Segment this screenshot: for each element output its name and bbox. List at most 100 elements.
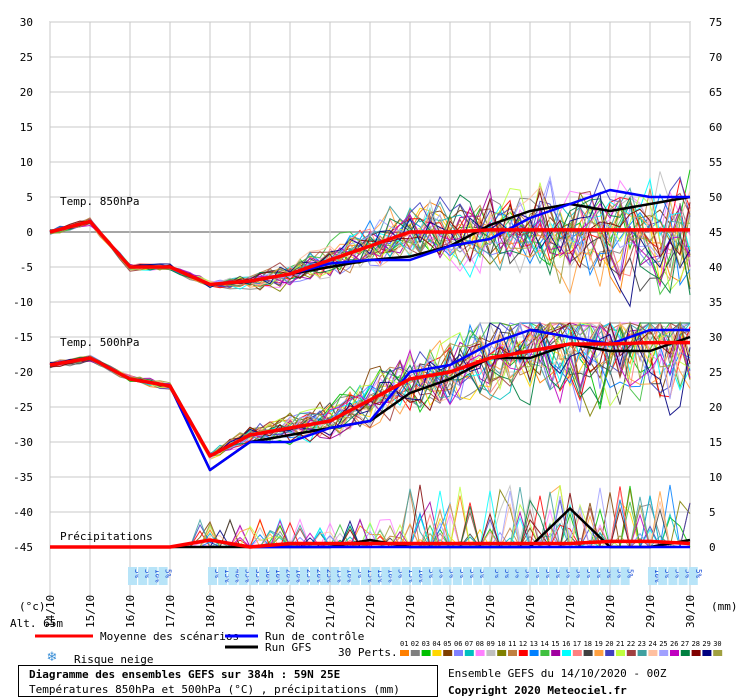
snow-risk-cell [310,567,319,585]
member-line-t500 [49,321,691,457]
snow-risk-value: 5% [448,569,457,579]
snow-risk-cell [678,567,688,585]
snow-risk-cell [320,567,330,585]
footer-subtitle: Températures 850hPa et 500hPa (°C) , pré… [29,683,400,696]
snow-risk-value: 5% [478,569,487,579]
snow-risk-cell [208,567,217,585]
right-tick-label: 5 [709,506,716,519]
snow-risk-cell [503,567,513,585]
date-tick-label: 23/10 [404,595,417,628]
legend-label-snow: Risque neige [74,653,153,666]
snow-risk-value: 5% [554,569,563,579]
perturbation-swatch [464,650,474,656]
series-line [49,219,690,287]
perturbation-swatch [626,650,636,656]
snow-risk-value: 5% [164,569,173,579]
perturbation-swatch [648,650,658,656]
right-tick-label: 70 [709,51,722,64]
member-line-t500 [49,321,691,457]
perturbation-id: 04 [432,640,440,648]
snow-risk-value: 15% [223,569,232,583]
snow-risk-cell [259,567,268,585]
snow-risk-cell [148,567,158,585]
right-tick-label: 45 [709,226,722,239]
perturbation-id: 27 [681,640,689,648]
left-tick-label: 20 [20,86,33,99]
series-line [49,340,690,458]
snow-risk-value: 5% [575,569,584,579]
snow-risk-cell [279,567,289,585]
snow-risk-value: 30% [264,569,273,583]
snow-risk-cell [539,567,548,585]
snow-risk-value: 15% [366,569,375,583]
perturbation-swatch [497,650,507,656]
perturbation-swatch [432,650,442,656]
snow-risk-cell [350,567,360,585]
snow-risk-cell [528,567,538,585]
footer-box: Diagramme des ensembles GEFS sur 384h : … [18,665,438,697]
perturbation-swatch [583,650,593,656]
snow-risk-cell [299,567,309,585]
snow-risk-cell [514,567,523,585]
perturbation-id: 28 [692,640,700,648]
snow-risk-cell [361,567,370,585]
snow-risk-value: 5% [468,569,477,579]
left-tick-label: -5 [20,261,33,274]
snow-risk-value: 10% [417,569,426,583]
date-tick-label: 15/10 [84,595,97,628]
perturbation-id: 18 [584,640,592,648]
left-tick-label: -40 [13,506,33,519]
perturbation-id: 20 [605,640,613,648]
date-tick-label: 27/10 [564,595,577,628]
snow-risk-value: 15% [376,569,385,583]
snow-risk-cell [463,567,472,585]
snow-risk-value: 5% [615,569,624,579]
snow-risk-value: 5% [585,569,594,579]
perturbation-swatch [410,650,420,656]
snow-risk-value: 5% [503,569,512,579]
perturbation-id: 12 [519,640,527,648]
snow-risk-value: 20% [315,569,324,583]
snow-risk-cell [579,567,589,585]
snow-risk-cell [238,567,248,585]
snow-risk-cell [422,567,432,585]
snow-risk-cell [518,567,528,585]
snow-risk-value: 5% [397,569,406,579]
date-tick-label: 16/10 [124,595,137,628]
snow-risk-cell [381,567,391,585]
date-tick-label: 28/10 [604,595,617,628]
left-tick-label: -10 [13,296,33,309]
date-tick-label: 26/10 [524,595,537,628]
perturbation-id: 09 [486,640,494,648]
perturbation-id: 29 [702,640,710,648]
snow-risk-value: 5% [564,569,573,579]
snow-risk-cell [590,567,599,585]
snow-risk-cell [330,567,340,585]
snow-risk-value: 5% [595,569,604,579]
legend-label-control: Run de contrôle [265,630,364,643]
left-tick-label: 25 [20,51,33,64]
left-tick-label: 10 [20,156,33,169]
perturbation-id: 17 [573,640,581,648]
snow-risk-value: 15% [407,569,416,583]
perturbation-id: 08 [476,640,484,648]
perturbation-id: 03 [422,640,430,648]
legend-label-gfs: Run GFS [265,641,311,654]
left-tick-label: -30 [13,436,33,449]
snow-risk-value: 5% [437,569,446,579]
perturbation-id: 14 [540,640,548,648]
perturbation-swatch [594,650,604,656]
snow-risk-cell [488,567,497,585]
perturbation-id: 23 [638,640,646,648]
panel-label-precip: Précipitations [60,530,153,543]
snow-risk-value: 35% [254,569,263,583]
right-tick-label: 60 [709,121,722,134]
left-tick-label: -25 [13,401,33,414]
snow-risk-cell [412,567,421,585]
perturbation-swatch [670,650,679,656]
snow-risk-cell [493,567,503,585]
snow-risk-cell [658,567,668,585]
right-tick-label: 15 [709,436,722,449]
snow-risk-cell [610,567,620,585]
